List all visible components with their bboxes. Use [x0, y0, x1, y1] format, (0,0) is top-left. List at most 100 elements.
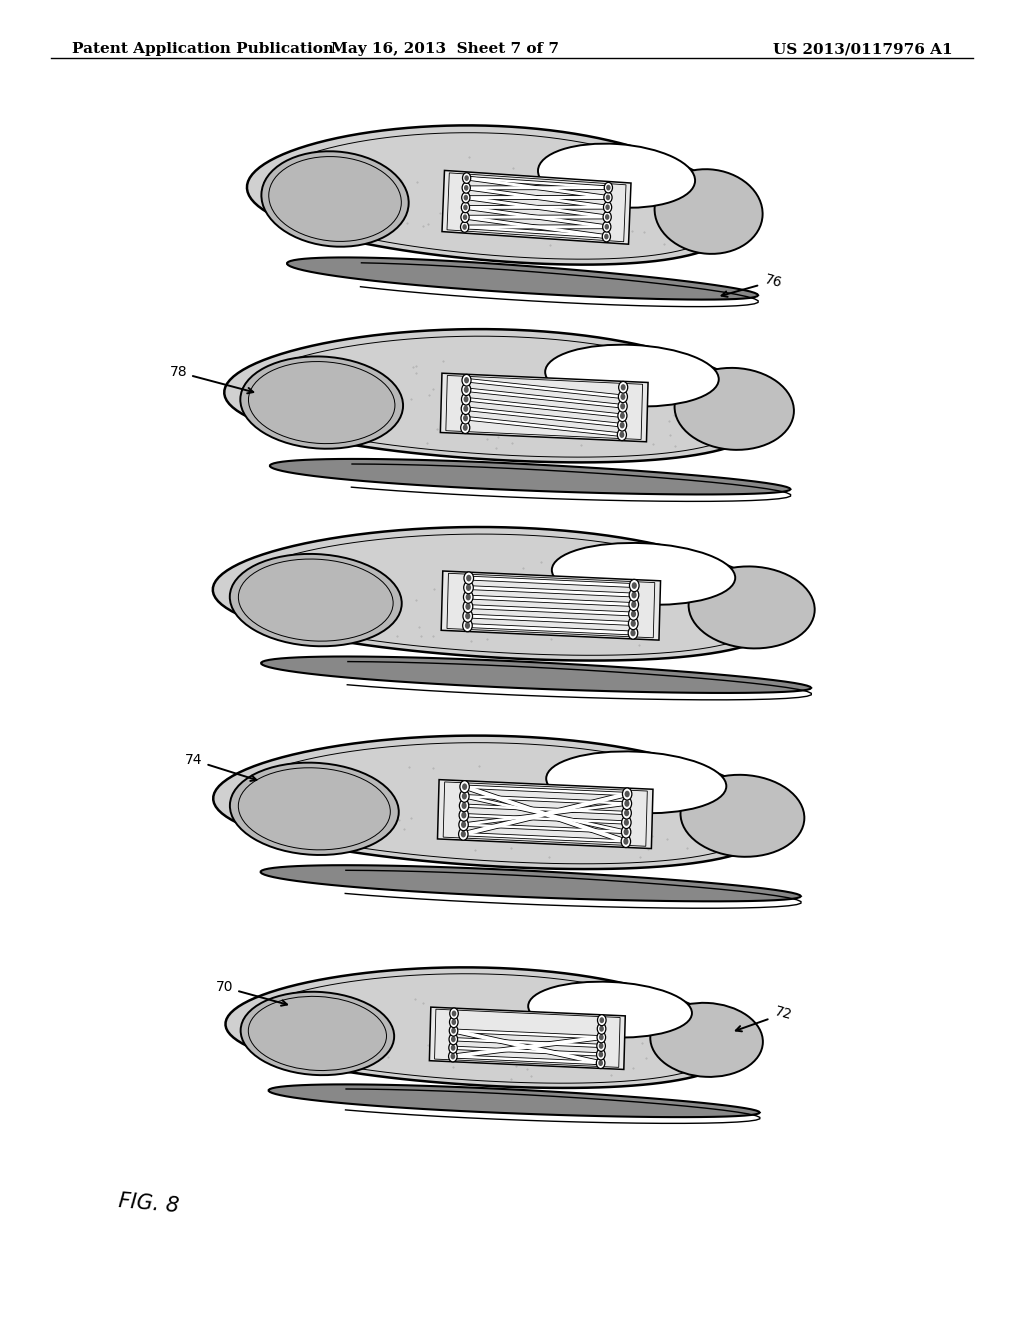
Circle shape: [464, 591, 473, 603]
Circle shape: [629, 618, 638, 630]
Circle shape: [466, 585, 471, 591]
Circle shape: [631, 601, 636, 609]
Circle shape: [617, 420, 627, 432]
Circle shape: [462, 182, 470, 193]
Circle shape: [464, 378, 469, 383]
Circle shape: [461, 412, 470, 424]
Circle shape: [463, 610, 472, 622]
Circle shape: [450, 1034, 458, 1044]
Circle shape: [461, 830, 466, 837]
Circle shape: [629, 598, 639, 611]
Circle shape: [605, 205, 610, 210]
Text: May 16, 2013  Sheet 7 of 7: May 16, 2013 Sheet 7 of 7: [332, 42, 559, 57]
Circle shape: [451, 1036, 456, 1043]
Circle shape: [621, 384, 626, 391]
Circle shape: [631, 630, 636, 636]
Polygon shape: [474, 576, 628, 636]
Polygon shape: [287, 257, 758, 300]
Circle shape: [620, 432, 625, 438]
Circle shape: [621, 393, 626, 400]
Circle shape: [603, 202, 611, 213]
Circle shape: [617, 429, 627, 441]
Circle shape: [452, 1011, 457, 1016]
Ellipse shape: [239, 560, 393, 642]
Circle shape: [602, 231, 610, 242]
Circle shape: [466, 574, 471, 582]
Text: 74: 74: [185, 754, 256, 781]
Circle shape: [452, 1028, 456, 1034]
Circle shape: [464, 572, 473, 585]
Circle shape: [625, 791, 630, 797]
Circle shape: [606, 185, 610, 190]
Circle shape: [599, 1043, 603, 1049]
Circle shape: [464, 581, 473, 594]
Circle shape: [621, 403, 625, 409]
Ellipse shape: [675, 368, 794, 450]
Circle shape: [449, 1043, 458, 1053]
Ellipse shape: [241, 991, 394, 1076]
Polygon shape: [261, 865, 801, 902]
Circle shape: [632, 591, 637, 598]
Circle shape: [462, 193, 470, 203]
Ellipse shape: [229, 554, 401, 647]
Polygon shape: [442, 170, 631, 244]
Circle shape: [450, 1016, 458, 1027]
Circle shape: [597, 1040, 605, 1052]
Circle shape: [461, 222, 469, 232]
Circle shape: [622, 817, 631, 829]
Circle shape: [463, 425, 468, 430]
Circle shape: [624, 820, 629, 826]
Circle shape: [597, 1023, 606, 1035]
Circle shape: [450, 1026, 458, 1036]
Circle shape: [459, 818, 468, 830]
Polygon shape: [441, 572, 660, 640]
Circle shape: [622, 807, 632, 820]
Circle shape: [618, 400, 627, 412]
Circle shape: [599, 1018, 604, 1023]
Circle shape: [461, 403, 470, 414]
Polygon shape: [231, 535, 770, 655]
Circle shape: [624, 838, 629, 845]
Ellipse shape: [545, 345, 719, 407]
Polygon shape: [459, 1011, 596, 1065]
Circle shape: [451, 1053, 456, 1060]
Circle shape: [450, 1008, 459, 1019]
Circle shape: [461, 821, 466, 828]
Ellipse shape: [546, 751, 726, 813]
Circle shape: [451, 1045, 456, 1051]
Circle shape: [598, 1052, 603, 1057]
Ellipse shape: [268, 157, 401, 242]
Polygon shape: [270, 459, 791, 495]
Circle shape: [463, 414, 468, 421]
Circle shape: [465, 622, 470, 628]
Circle shape: [606, 194, 610, 201]
Polygon shape: [268, 1085, 760, 1117]
Circle shape: [620, 422, 625, 429]
Circle shape: [624, 809, 629, 816]
Circle shape: [628, 627, 638, 639]
Circle shape: [460, 800, 469, 812]
Circle shape: [466, 594, 471, 601]
Circle shape: [452, 1019, 456, 1026]
Circle shape: [630, 579, 639, 591]
Circle shape: [620, 413, 625, 418]
Circle shape: [464, 195, 468, 201]
Circle shape: [462, 202, 470, 213]
Ellipse shape: [249, 362, 395, 444]
Circle shape: [599, 1026, 604, 1032]
Circle shape: [465, 603, 471, 610]
Circle shape: [618, 381, 628, 393]
Circle shape: [625, 800, 630, 807]
Text: 70: 70: [216, 981, 287, 1006]
Circle shape: [460, 780, 469, 793]
Circle shape: [463, 619, 472, 632]
Text: 72: 72: [736, 1005, 794, 1031]
Circle shape: [624, 829, 629, 836]
Ellipse shape: [248, 997, 386, 1071]
Circle shape: [597, 1049, 605, 1060]
Circle shape: [622, 836, 631, 847]
Text: 76: 76: [722, 272, 783, 297]
Polygon shape: [440, 374, 648, 442]
Circle shape: [598, 1015, 606, 1026]
Ellipse shape: [650, 1003, 763, 1077]
